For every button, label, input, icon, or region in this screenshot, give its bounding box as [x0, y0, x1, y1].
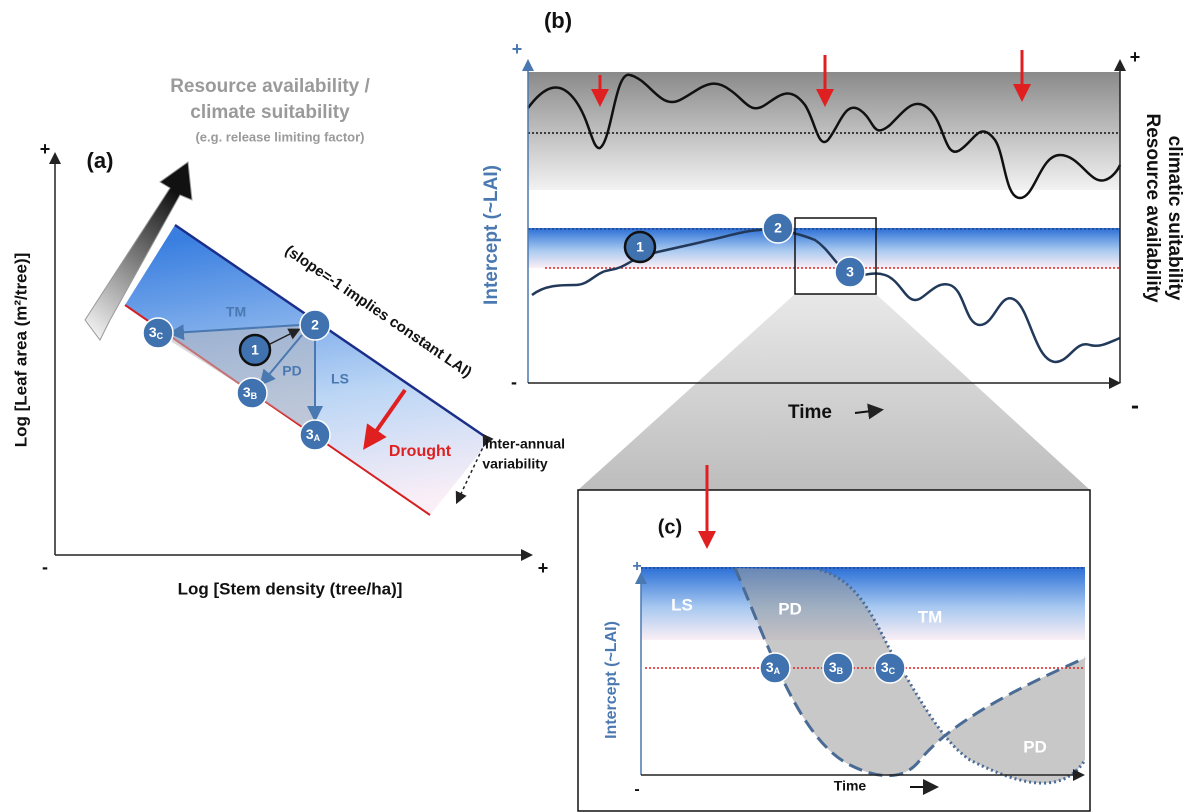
- arrow-label: LS: [331, 371, 349, 387]
- response-area: [735, 568, 1085, 784]
- right-axis-label: climatic suitability: [1164, 136, 1185, 301]
- y-axis-label: Intercept (~LAI): [481, 165, 502, 305]
- x-axis-label: Time: [788, 402, 832, 423]
- upper-line: [174, 223, 491, 442]
- resource-label: Resource availability /: [170, 76, 370, 97]
- node-label: 3A: [766, 659, 781, 677]
- variability-label: Inter-annual: [485, 436, 565, 452]
- node: [236, 377, 268, 409]
- node-label: 1: [251, 342, 259, 358]
- node-number: 3: [881, 659, 889, 675]
- axis-sign: +: [538, 558, 549, 578]
- resource-label: climate suitability: [190, 102, 350, 123]
- lai-curve: [531, 228, 1121, 364]
- node: [142, 317, 174, 349]
- response-area: [158, 325, 315, 435]
- node: [834, 256, 866, 288]
- axis-sign: -: [511, 372, 517, 392]
- resource-curve: [526, 73, 1122, 200]
- panel-b: (b) + - + - Intercept (~LAI) Resource av…: [481, 8, 1185, 423]
- panel-tag: (c): [658, 516, 682, 538]
- node-sub: C: [157, 331, 164, 341]
- drought-label: Drought: [389, 443, 452, 460]
- time-arrow: [854, 403, 884, 420]
- node-number: 3: [766, 659, 774, 675]
- right-axis-label: Resource availability: [1142, 113, 1163, 302]
- drought-arrow: [363, 388, 407, 450]
- axis-sign: +: [1130, 47, 1141, 67]
- panel-tag: (a): [87, 148, 114, 173]
- node: [759, 652, 791, 684]
- node: [299, 309, 331, 341]
- pd-arrow: [259, 334, 303, 387]
- zoom-wedge: [578, 294, 1090, 490]
- axis-sign: -: [1131, 392, 1139, 419]
- node-number: 3: [149, 324, 157, 340]
- node-label: 3C: [149, 324, 164, 342]
- region-label: PD: [778, 599, 802, 618]
- node: [874, 652, 906, 684]
- node-number: 3: [829, 659, 837, 675]
- node: [822, 652, 854, 684]
- variability-arrow: [455, 433, 494, 505]
- node: [762, 212, 794, 244]
- node-label: 3A: [306, 426, 321, 444]
- node-label: 3C: [881, 659, 896, 677]
- node-label: 3B: [829, 659, 844, 677]
- pd-tm-boundary: [819, 568, 1087, 785]
- node-sub: B: [251, 391, 258, 401]
- node-number: 3: [243, 384, 251, 400]
- panel-c: (c) + - Intercept (~LAI) Time LS PD TM P…: [577, 465, 1091, 812]
- node-label: 3B: [243, 384, 258, 402]
- x-axis-label: Time: [834, 778, 867, 794]
- node-label: 1: [636, 239, 644, 255]
- axis-sign: +: [632, 558, 641, 575]
- node-label: 3: [846, 264, 854, 280]
- zoom-box: [794, 217, 877, 295]
- axis-sign: +: [512, 39, 523, 59]
- arrow-label: TM: [226, 304, 246, 320]
- arrow-label: PD: [282, 363, 301, 379]
- tm-arrow: [168, 324, 301, 341]
- node-sub: B: [837, 666, 844, 676]
- node: [299, 419, 331, 451]
- region-label: TM: [918, 607, 943, 626]
- panel-a: Resource availability / climate suitabil…: [11, 76, 565, 598]
- node-sub: C: [889, 666, 896, 676]
- node-sub: A: [774, 666, 781, 676]
- node-number: 3: [306, 426, 314, 442]
- node-sub: A: [314, 433, 321, 443]
- axis-sign: +: [40, 139, 51, 159]
- panel-tag: (b): [544, 8, 572, 33]
- variability-label: variability: [482, 456, 548, 472]
- region-label: PD: [1023, 737, 1047, 756]
- recovery-arrow: [267, 328, 301, 346]
- node: [623, 230, 657, 264]
- x-axis-label: Log [Stem density (tree/ha)]: [178, 579, 403, 598]
- node-label: 2: [774, 220, 782, 236]
- axis-sign: -: [634, 781, 639, 798]
- node: [238, 333, 272, 367]
- y-axis-label: Intercept (~LAI): [603, 621, 620, 739]
- node-label: 2: [311, 317, 319, 333]
- y-axis-label: Log [Leaf area (m²/tree)]: [11, 253, 30, 448]
- axis-sign: -: [42, 557, 48, 577]
- region-label: LS: [671, 595, 693, 614]
- resource-arrow: [84, 161, 193, 341]
- resource-note: (e.g. release limiting factor): [195, 129, 364, 144]
